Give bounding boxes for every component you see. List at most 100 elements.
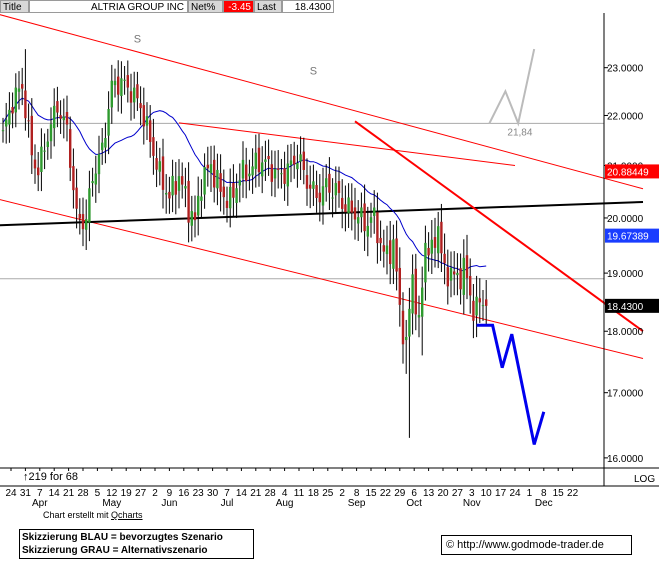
candle-body: [417, 314, 421, 318]
candle-body: [299, 154, 302, 162]
candle-body: [440, 221, 443, 254]
candle-body: [43, 150, 46, 152]
x-tick-label: 24: [5, 488, 17, 499]
x-tick-label: 4: [282, 488, 288, 499]
x-tick-label: 27: [452, 488, 464, 499]
candle-body: [360, 207, 363, 218]
price-tag-label: 19.67389: [607, 232, 649, 243]
candle-body: [139, 103, 142, 109]
candle-body: [248, 173, 251, 177]
x-tick-label: 14: [49, 488, 61, 499]
candle-body: [56, 101, 59, 113]
legend-blue: Skizzierung BLAU = bevorzugtes Szenario: [22, 532, 223, 543]
x-tick-label: 23: [193, 488, 205, 499]
price-tag-label: 20.88449: [607, 167, 649, 178]
candle-body: [257, 147, 261, 173]
net-change-value: -3.45: [223, 0, 254, 13]
candle-body: [229, 186, 232, 209]
candle-body: [136, 84, 139, 99]
candle-body: [11, 107, 14, 114]
candle-body: [94, 173, 97, 185]
candle-body: [325, 178, 328, 188]
x-tick-label: 9: [167, 488, 173, 499]
signal-mark: S: [310, 66, 317, 78]
x-tick-label: 18: [308, 488, 320, 499]
x-tick-label: 15: [553, 488, 565, 499]
candle-body: [193, 212, 197, 221]
candle-body: [389, 240, 392, 265]
candle-body: [165, 192, 168, 195]
moving-average-line: [2, 97, 487, 272]
candle-body: [59, 115, 62, 119]
x-tick-label: 10: [481, 488, 493, 499]
candle-body: [120, 78, 123, 96]
trend-line: [178, 122, 516, 166]
x-tick-label: 15: [365, 488, 377, 499]
candle-body: [168, 191, 171, 199]
candle-body: [88, 188, 91, 223]
candle-body: [366, 225, 369, 237]
candle-body: [401, 310, 405, 345]
x-tick-label: 12: [106, 488, 118, 499]
candle-body: [408, 308, 411, 337]
candle-body: [475, 296, 478, 316]
candle-body: [53, 105, 56, 129]
candle-body: [453, 271, 456, 275]
candle-body: [49, 124, 53, 142]
copyright-link[interactable]: © http://www.godmode-trader.de: [441, 535, 632, 555]
price-tag-label: 18.4300: [607, 302, 644, 313]
candle-body: [305, 175, 309, 189]
x-tick-label: 8: [541, 488, 547, 499]
instrument-name: ALTRIA GROUP INC: [29, 0, 188, 13]
candle-body: [152, 137, 155, 156]
x-tick-label: 22: [567, 488, 579, 499]
candle-body: [219, 173, 222, 192]
scenario-label: 21,84: [507, 127, 532, 138]
candle-body: [241, 159, 245, 179]
candle-body: [353, 207, 357, 220]
candle-body: [421, 287, 424, 317]
title-label: Title: [0, 0, 29, 13]
candle-body: [113, 80, 117, 86]
candle-body: [155, 158, 158, 170]
last-value: 18.4300: [282, 0, 334, 13]
candle-body: [315, 185, 318, 198]
x-tick-label: 24: [509, 488, 521, 499]
candle-body: [347, 197, 350, 214]
candle-body: [443, 253, 446, 264]
scenario-blau: [476, 323, 546, 445]
candle-body: [126, 75, 129, 88]
candle-body: [110, 80, 113, 108]
candle-body: [107, 109, 110, 136]
x-tick-label: 6: [411, 488, 417, 499]
x-tick-label: 7: [224, 488, 230, 499]
legend-grey: Skizzierung GRAU = Alternativszenario: [22, 545, 208, 556]
candle-body: [225, 200, 229, 208]
scenario-grau: [488, 48, 536, 127]
candle-body: [280, 173, 283, 175]
month-label: Jul: [221, 498, 234, 509]
candle-body: [238, 179, 241, 186]
candle-body: [75, 187, 78, 209]
candle-body: [206, 164, 209, 169]
qcharts-link[interactable]: Qcharts: [111, 510, 143, 520]
scenario-legend: Skizzierung BLAU = bevorzugtes Szenario …: [19, 529, 254, 559]
month-label: Aug: [276, 498, 294, 509]
candle-body: [1, 130, 5, 132]
candle-body: [379, 237, 382, 244]
y-tick-label: 18.0000: [607, 327, 644, 338]
candle-body: [27, 120, 30, 122]
price-tag: [605, 164, 659, 179]
candle-body: [161, 156, 165, 190]
candle-body: [456, 272, 459, 276]
candle-body: [318, 192, 321, 203]
candle-body: [30, 115, 33, 156]
candle-body: [385, 245, 389, 255]
candle-body: [117, 76, 120, 95]
candle-body: [222, 186, 225, 198]
price-tag: [605, 298, 659, 313]
candle-body: [321, 186, 325, 206]
candle-body: [174, 181, 177, 195]
candle-body: [69, 129, 72, 168]
